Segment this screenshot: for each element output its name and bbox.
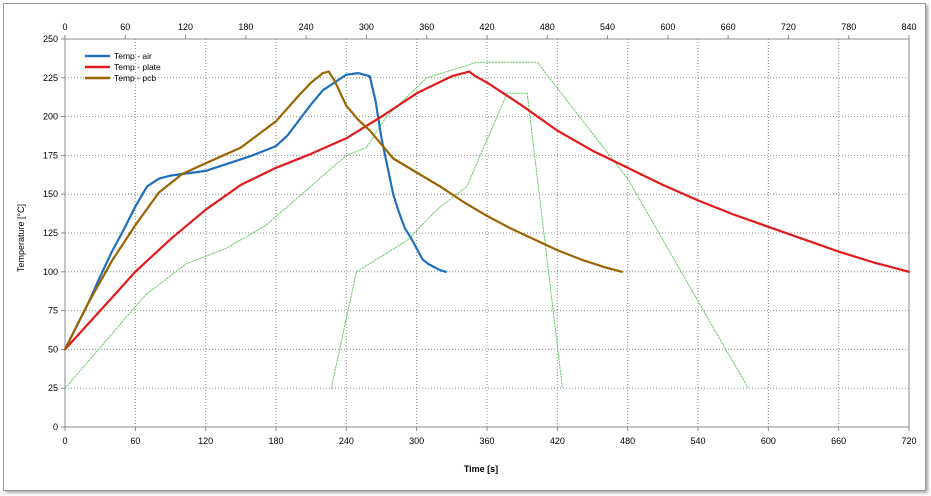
series-line-1 (63, 70, 911, 351)
x-tick-label: 480 (620, 436, 635, 446)
x2-tick-label: 0 (62, 22, 67, 32)
x-tick-label: 120 (198, 436, 213, 446)
reference-profile-line-3 (64, 61, 749, 389)
y-tick-label: 50 (48, 344, 58, 354)
x-tick-label: 180 (268, 436, 283, 446)
series-lines (63, 61, 911, 389)
y-tick-label: 150 (43, 189, 58, 199)
x2-tick-label: 300 (359, 22, 374, 32)
y-tick-label: 75 (48, 306, 58, 316)
x2-tick-label: 780 (841, 22, 856, 32)
chart-frame: 0 25 50 75 100 125 150 175 200 225 250 0 60 120 180 240… (3, 3, 926, 491)
x2-tick-label: 540 (600, 22, 615, 32)
x-tick-label: 600 (761, 436, 776, 446)
x2-tick-label: 120 (178, 22, 193, 32)
x-tick-label: 720 (901, 436, 916, 446)
x-tick-label: 60 (130, 436, 140, 446)
x2-tick-label: 420 (479, 22, 494, 32)
reference-profile-line-4 (330, 92, 563, 389)
x2-tick-label: 180 (238, 22, 253, 32)
y-tick-label: 125 (43, 228, 58, 238)
legend-label: Temp - air (114, 51, 152, 61)
reflow-temperature-chart: 0 25 50 75 100 125 150 175 200 225 250 0 60 120 180 240… (16, 22, 917, 474)
y-tick-label: 175 (43, 150, 58, 160)
x-axis-title: Time [s] (464, 464, 498, 474)
x2-tick-label: 720 (781, 22, 796, 32)
y-tick-label: 0 (53, 422, 58, 432)
x2-tick-label: 240 (299, 22, 314, 32)
y-tick-label: 100 (43, 267, 58, 277)
x2-tick-label: 660 (721, 22, 736, 32)
grid-lines (61, 35, 910, 431)
x-tick-label: 360 (479, 436, 494, 446)
x-tick-label: 0 (62, 436, 67, 446)
legend-label: Temp - pcb (114, 73, 156, 83)
x2-tick-label: 480 (540, 22, 555, 32)
x-tick-label: 240 (339, 436, 354, 446)
x-tick-label: 540 (690, 436, 705, 446)
x2-tick-label: 840 (901, 22, 916, 32)
x-tick-label: 420 (550, 436, 565, 446)
x2-tick-label: 600 (660, 22, 675, 32)
y-tick-label: 200 (43, 112, 58, 122)
series-line-0 (63, 71, 448, 351)
series-line-2 (63, 70, 623, 351)
y-tick-label: 250 (43, 34, 58, 44)
y-axis-title: Temperature [°C] (16, 204, 26, 272)
x2-tick-label: 360 (419, 22, 434, 32)
legend-label: Temp - plate (114, 62, 161, 72)
y-tick-label: 25 (48, 383, 58, 393)
y-tick-label: 225 (43, 73, 58, 83)
x2-tick-label: 60 (120, 22, 130, 32)
x-tick-label: 300 (409, 436, 424, 446)
tick-labels: 0 25 50 75 100 125 150 175 200 225 250 0 60 120 180 240… (43, 22, 917, 446)
x-tick-label: 660 (831, 436, 846, 446)
